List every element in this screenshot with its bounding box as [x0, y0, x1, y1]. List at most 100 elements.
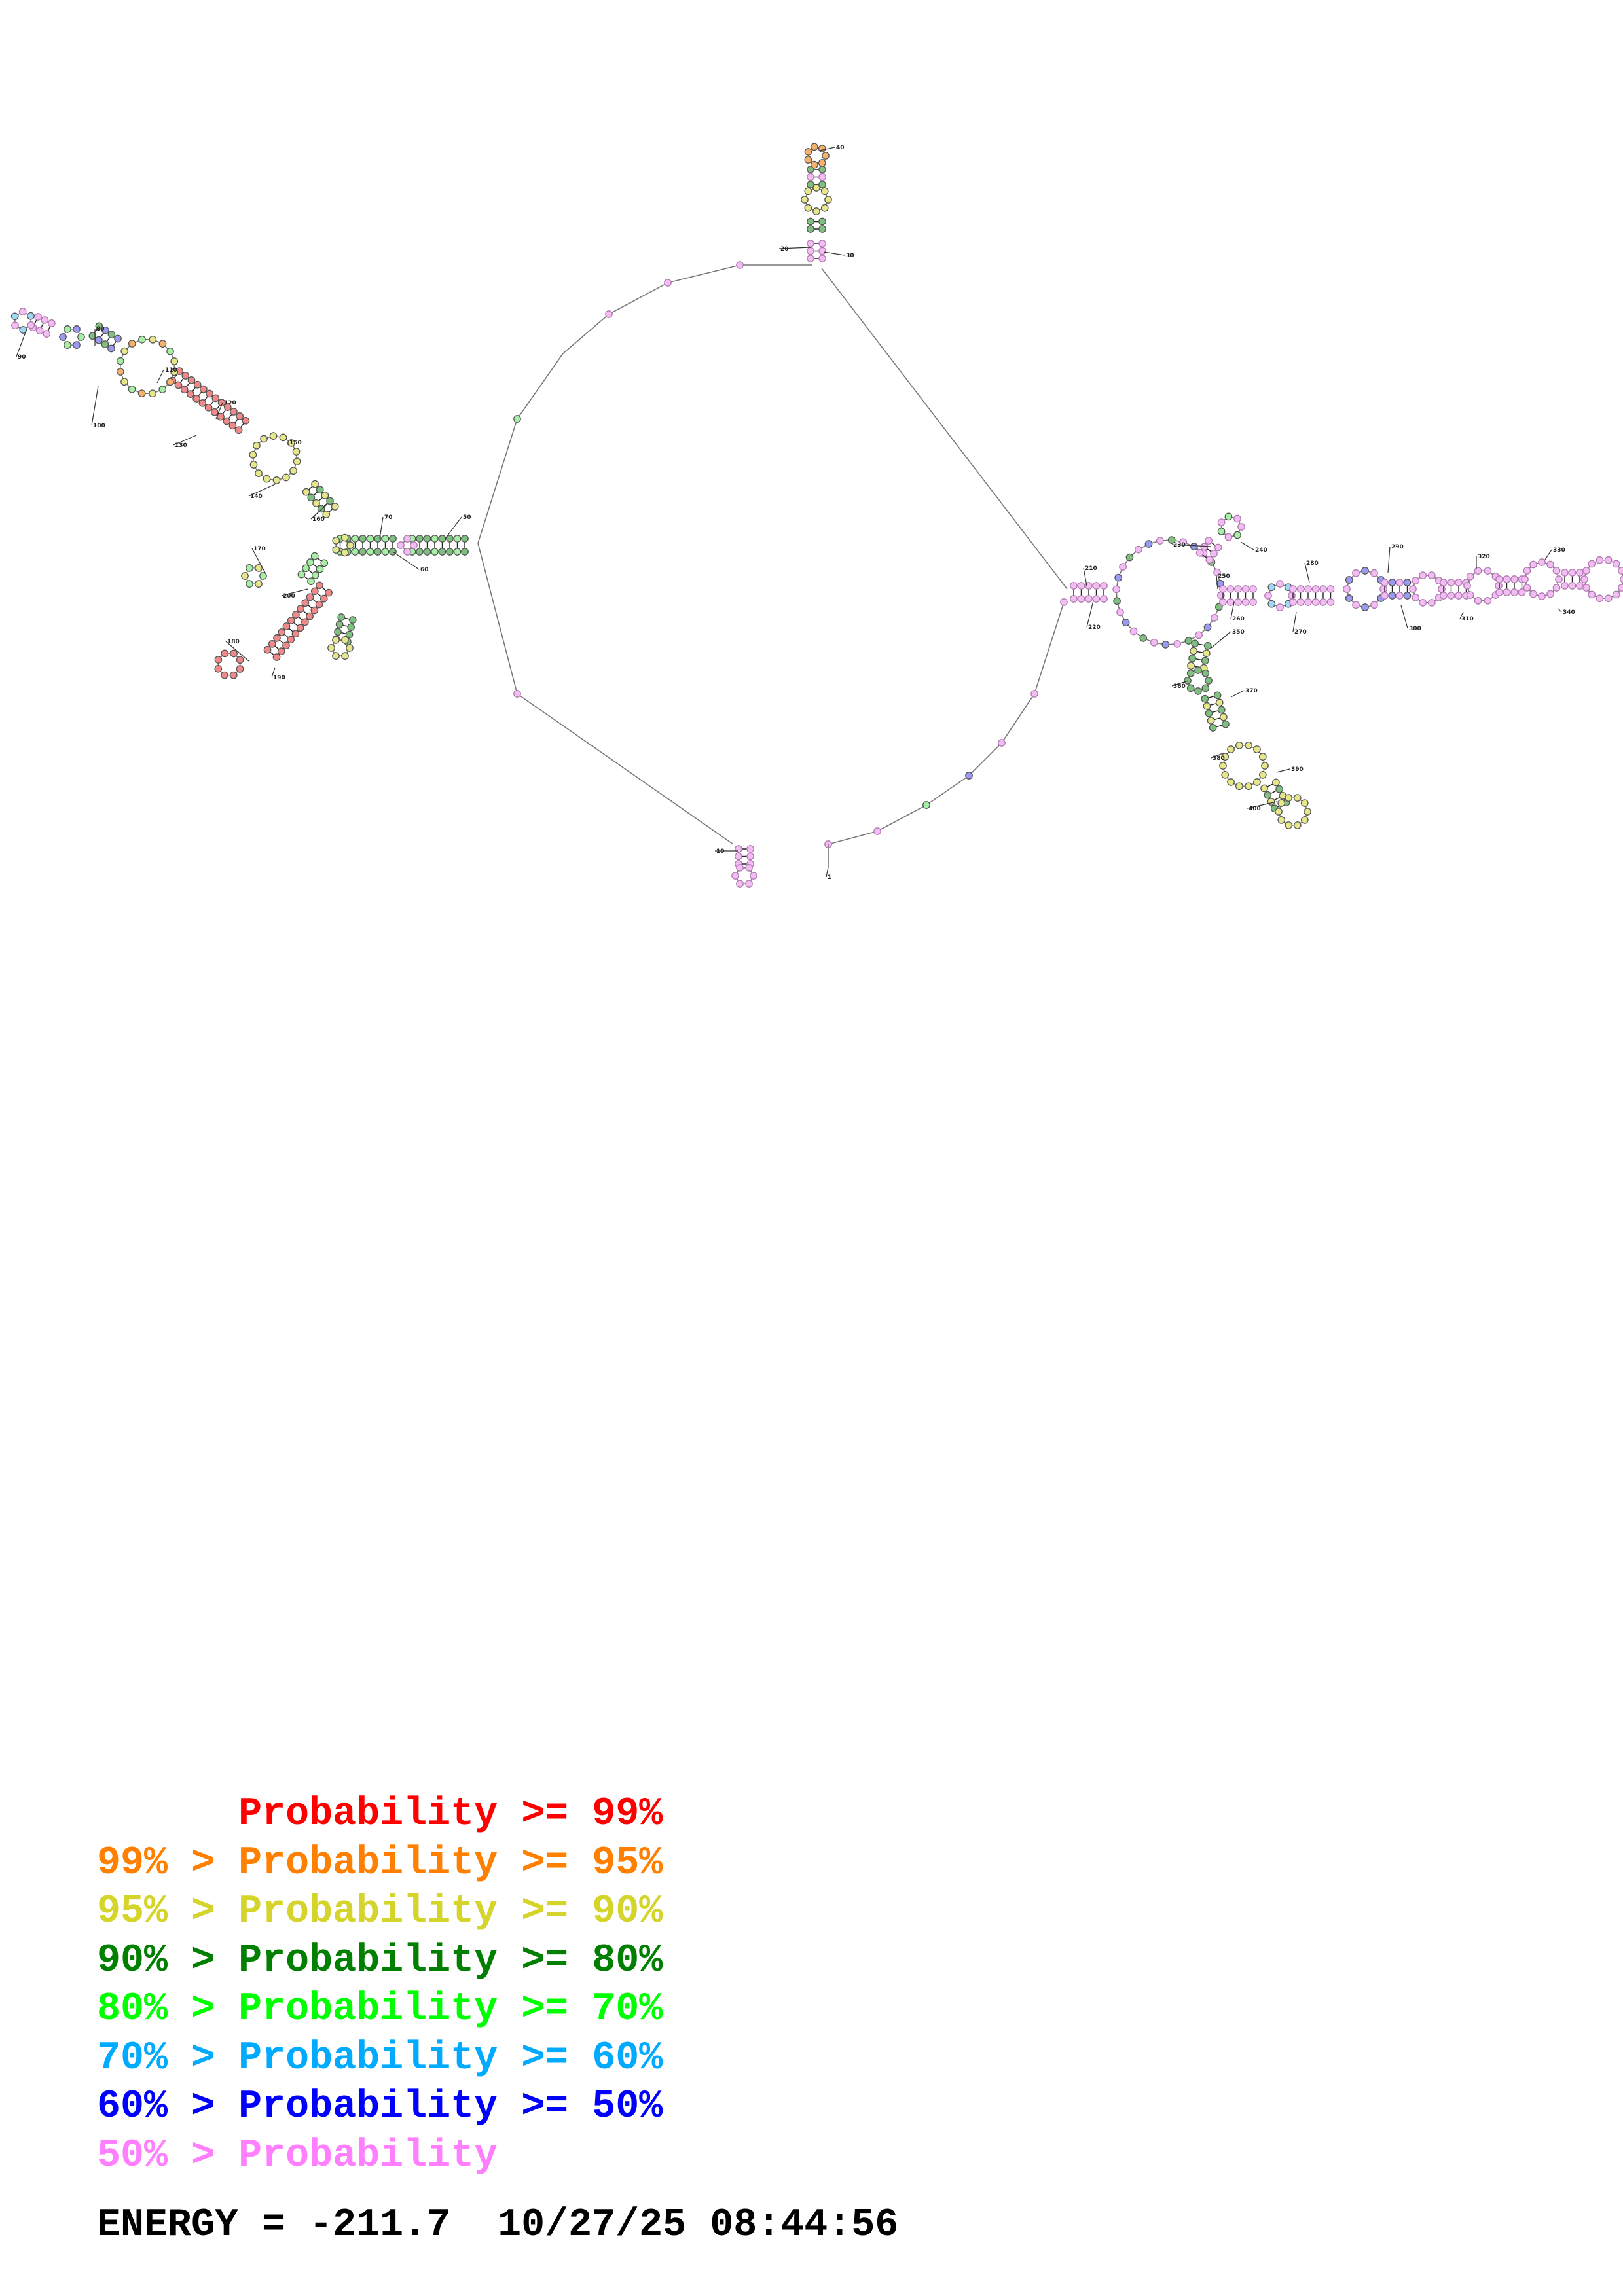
nucleotide	[513, 415, 521, 423]
legend-upper-bound: 90%	[592, 1890, 663, 1934]
nucleotide	[1272, 778, 1280, 787]
legend-gt-symbol: >	[191, 2085, 215, 2129]
nucleotide	[101, 326, 109, 334]
nucleotide	[1285, 821, 1293, 829]
nucleotide	[345, 630, 354, 639]
nucleotide	[1190, 647, 1197, 655]
nucleotide	[1495, 588, 1503, 596]
nucleotide	[374, 535, 382, 543]
nucleotide	[291, 630, 300, 638]
nucleotide	[807, 225, 814, 233]
nucleotide	[359, 535, 367, 543]
nucleotide	[1119, 563, 1127, 571]
position-tick	[392, 551, 420, 570]
position-tick	[1171, 544, 1212, 547]
legend-ge-symbol: >=	[521, 1840, 569, 1886]
nucleotide	[346, 541, 354, 549]
nucleotide	[1326, 585, 1335, 593]
position-tick	[248, 484, 276, 497]
nucleotide	[1227, 778, 1235, 786]
nucleotide	[95, 336, 103, 344]
nucleotide	[311, 480, 319, 488]
nucleotide	[317, 505, 325, 513]
nucleotide	[1484, 567, 1492, 575]
position-tick	[1544, 549, 1552, 560]
legend-probability-word: Probability	[238, 2036, 498, 2081]
nucleotide	[1207, 717, 1215, 725]
nucleotide	[1219, 598, 1227, 606]
nucleotide	[1300, 799, 1309, 807]
nucleotide	[1100, 595, 1108, 603]
nucleotide	[1267, 798, 1275, 806]
backbone	[828, 831, 878, 845]
position-label: 140	[250, 493, 263, 500]
nucleotide	[263, 475, 271, 483]
nucleotide	[1396, 579, 1404, 586]
nucleotide	[223, 417, 231, 425]
position-tick	[379, 516, 384, 539]
legend-probability-word: Probability	[238, 2085, 498, 2129]
nucleotide	[297, 605, 304, 613]
nucleotide	[1596, 556, 1604, 564]
nucleotide	[807, 217, 814, 226]
legend-ge-symbol: >=	[521, 2085, 569, 2129]
nucleotide	[1245, 782, 1252, 791]
nucleotide	[293, 457, 301, 465]
nucleotide	[818, 240, 826, 247]
nucleotide	[423, 535, 431, 543]
nucleotide	[1195, 631, 1203, 639]
legend-lower-bound: 80%	[97, 1987, 168, 2032]
nucleotide	[107, 344, 115, 353]
nucleotide	[1576, 582, 1584, 590]
position-label: 300	[1409, 626, 1421, 632]
nucleotide	[1529, 590, 1537, 598]
nucleotide	[1596, 594, 1604, 603]
nucleotide	[297, 570, 306, 579]
position-tick	[281, 588, 308, 596]
nucleotide	[1241, 585, 1250, 593]
legend-lower-bound: 95%	[97, 1890, 168, 1934]
nucleotide	[1253, 778, 1261, 786]
nucleotide	[306, 612, 314, 620]
legend-upper-bound: 70%	[592, 1987, 663, 2032]
position-tick	[826, 867, 829, 878]
position-label: 400	[1249, 806, 1261, 812]
nucleotide	[1538, 558, 1546, 566]
nucleotide	[1173, 640, 1182, 648]
nucleotide	[1620, 575, 1623, 583]
nucleotide	[319, 594, 328, 603]
nucleotide	[1546, 560, 1554, 569]
nucleotide	[346, 644, 354, 652]
nucleotide	[278, 628, 286, 636]
legend-ge-symbol: >=	[521, 1792, 569, 1837]
nucleotide	[1060, 598, 1068, 606]
nucleotide	[255, 580, 263, 588]
position-tick	[1292, 611, 1297, 632]
legend-row: 99% > Probability >= 95%	[97, 1839, 663, 1888]
nucleotide	[804, 148, 812, 156]
position-tick	[1230, 690, 1245, 698]
nucleotide	[166, 378, 174, 386]
nucleotide	[11, 321, 19, 330]
position-label: 10	[716, 848, 725, 855]
nucleotide	[1114, 573, 1123, 582]
nucleotide	[1224, 512, 1233, 521]
position-label: 120	[224, 400, 236, 406]
nucleotide	[811, 160, 818, 169]
nucleotide	[193, 380, 202, 389]
nucleotide	[327, 644, 335, 652]
legend-upper-bound	[592, 2134, 663, 2178]
nucleotide	[403, 548, 411, 556]
nucleotide	[47, 319, 56, 327]
nucleotide	[221, 649, 229, 658]
energy-value: -211.7	[309, 2203, 451, 2248]
nucleotide	[664, 279, 672, 287]
nucleotide	[88, 332, 97, 340]
position-label: 370	[1245, 688, 1258, 694]
nucleotide	[282, 473, 290, 482]
position-tick	[823, 251, 845, 256]
position-tick	[1211, 631, 1231, 649]
nucleotide	[922, 801, 930, 809]
nucleotide	[1260, 784, 1268, 793]
nucleotide	[316, 565, 324, 573]
